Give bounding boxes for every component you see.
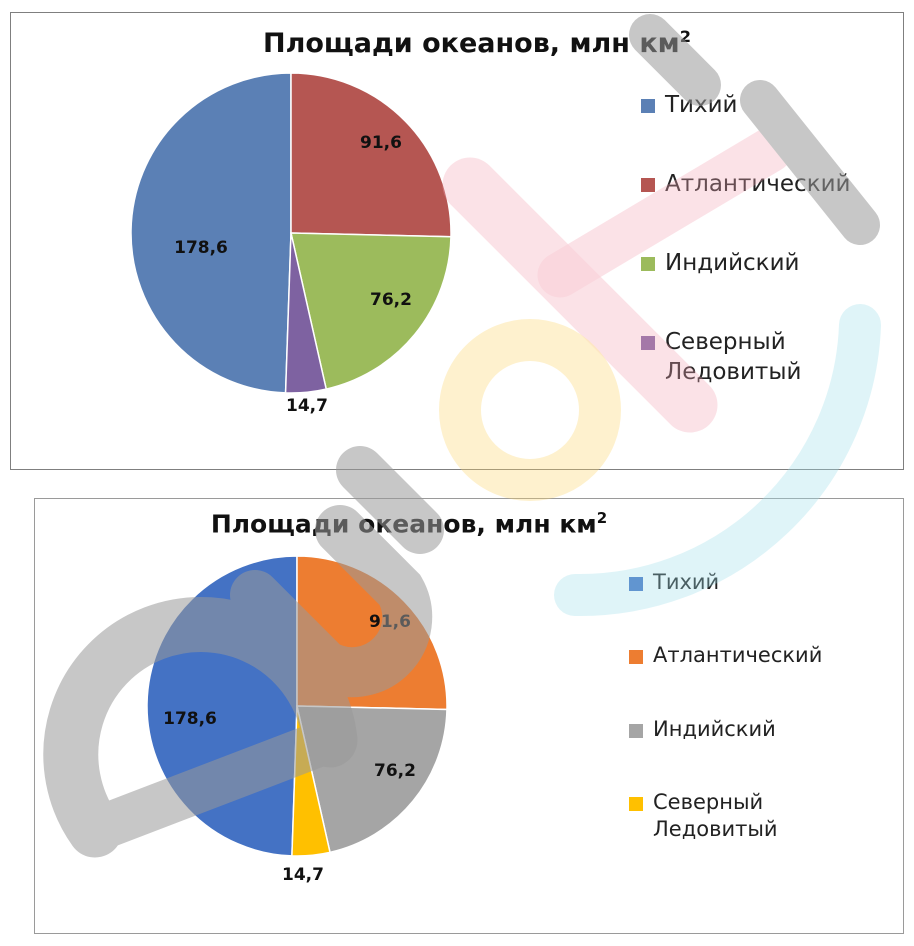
legend: Тихий Атлантический Индийский Северный Л… [629,569,853,889]
data-label-indian: 76,2 [370,290,412,310]
legend-item-pacific: Тихий [641,91,865,121]
legend-item-indian: Индийский [641,249,865,279]
chart-panel-1: Площади океанов, млн км2 178,6 91,6 76,2 14… [10,12,904,470]
pie-slice-pacific [146,555,298,857]
data-label-pacific: 178,6 [174,238,228,258]
pie-slice-pacific [130,72,292,394]
legend-swatch [629,650,643,665]
legend-swatch [641,99,655,113]
pie-slice-arctic [284,232,328,394]
data-label-pacific: 178,6 [163,709,217,729]
legend-item-arctic: Северный Ледовитый [641,328,865,388]
data-label-indian: 76,2 [374,761,416,781]
data-label-atlantic: 91,6 [360,133,402,153]
chart-panel-2: Площади океанов, млн км2 178,6 91,6 76,2 14… [34,498,904,934]
legend-swatch [629,577,643,591]
legend-swatch [641,256,655,271]
pie-slice-indian [290,232,452,390]
legend-item-arctic: Северный Ледовитый [629,789,853,844]
legend-item-indian: Индийский [629,716,853,743]
pie-slice-atlantic [290,72,452,238]
legend-item-atlantic: Атлантический [629,642,853,669]
legend-swatch [641,335,655,350]
legend-item-atlantic: Атлантический [641,170,865,200]
legend-swatch [641,177,655,192]
legend: Тихий Атлантический Индийский Северный Л… [641,91,865,436]
data-label-atlantic: 91,6 [369,612,411,632]
data-label-arctic: 14,7 [286,396,328,416]
data-label-arctic: 14,7 [282,865,324,885]
legend-swatch [629,723,643,738]
pie-slice-atlantic [296,555,448,711]
legend-swatch [629,796,643,811]
pie-chart-1: 178,6 91,6 76,2 14,7 [130,72,452,416]
legend-item-pacific: Тихий [629,569,853,596]
